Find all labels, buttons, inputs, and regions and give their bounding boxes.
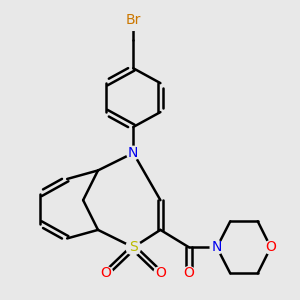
Text: N: N bbox=[128, 146, 139, 160]
Circle shape bbox=[182, 267, 196, 280]
Circle shape bbox=[210, 241, 224, 254]
Text: O: O bbox=[101, 266, 112, 280]
Text: O: O bbox=[155, 266, 166, 280]
Circle shape bbox=[127, 146, 140, 160]
Text: Br: Br bbox=[126, 13, 141, 27]
Text: N: N bbox=[212, 240, 222, 254]
Circle shape bbox=[100, 267, 113, 280]
Circle shape bbox=[126, 240, 141, 255]
Text: O: O bbox=[184, 266, 194, 280]
Circle shape bbox=[123, 10, 144, 30]
Text: S: S bbox=[129, 240, 138, 254]
Text: O: O bbox=[265, 240, 276, 254]
Circle shape bbox=[154, 267, 167, 280]
Circle shape bbox=[264, 241, 278, 254]
